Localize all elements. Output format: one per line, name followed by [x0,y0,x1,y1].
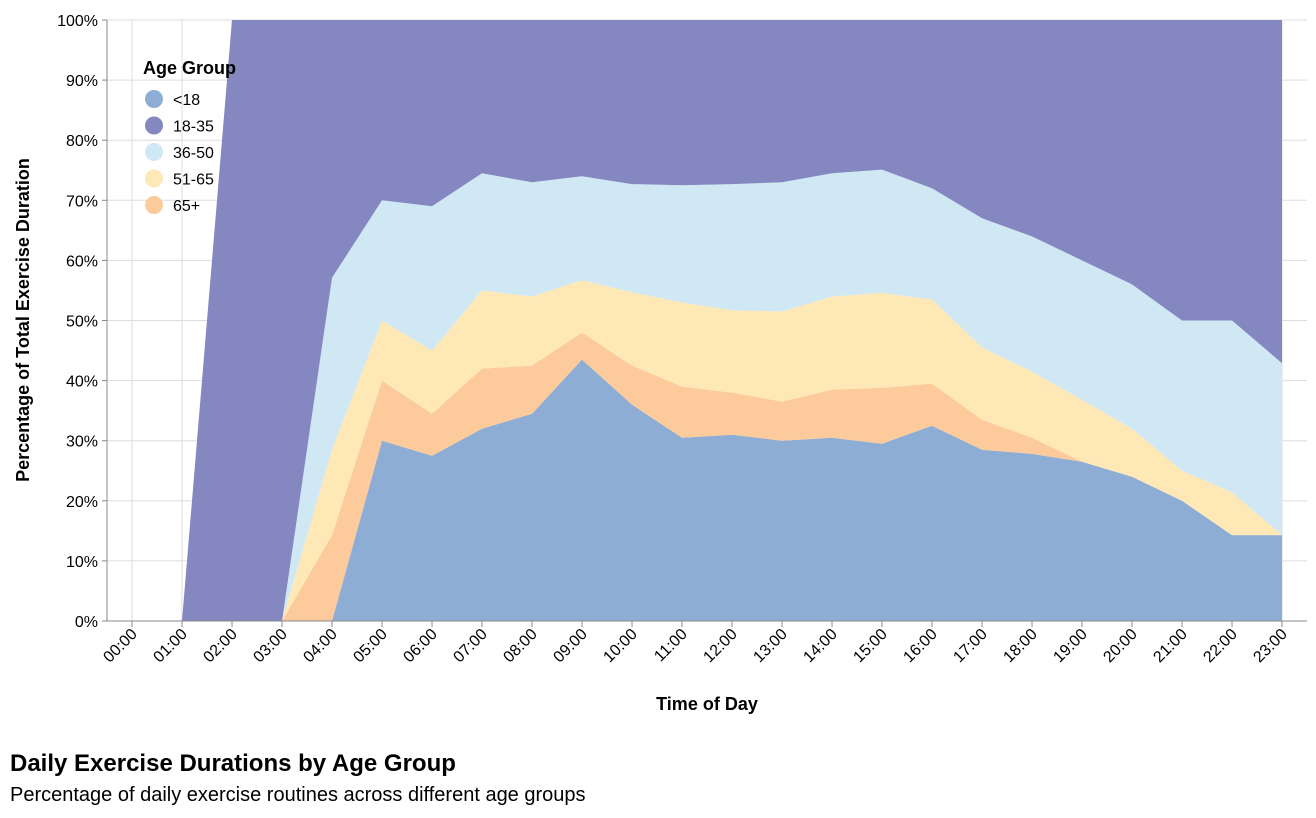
legend-swatch [145,169,163,188]
legend-label: 36-50 [173,145,214,162]
x-tick-label: 22:00 [1200,626,1240,666]
x-tick-label: 20:00 [1100,626,1140,666]
area-36-50 [132,169,1282,621]
y-tick-label: 100% [57,13,98,30]
x-tick-label: 09:00 [550,626,590,666]
legend-swatch [145,143,163,161]
stacked-areas [132,20,1282,621]
y-tick-label: 90% [66,73,98,90]
y-tick-label: 70% [66,193,98,210]
x-tick-label: 14:00 [800,626,840,666]
x-tick-label: 10:00 [600,626,640,666]
y-axis-title: Percentage of Total Exercise Duration [13,158,33,482]
x-tick-label: 16:00 [900,626,940,666]
x-tick-label: 07:00 [450,626,490,666]
y-tick-label: 30% [66,434,98,451]
legend-label: 51-65 [173,172,214,189]
x-tick-label: 08:00 [500,626,540,666]
x-tick-label: 05:00 [350,626,390,666]
legend-label: 65+ [173,198,200,215]
x-tick-label: 18:00 [1000,626,1040,666]
y-tick-label: 80% [66,133,98,150]
y-tick-label: 40% [66,374,98,391]
x-tick-label: 12:00 [700,626,740,666]
x-tick-label: 01:00 [150,626,190,666]
x-tick-label: 00:00 [100,626,140,666]
x-tick-label: 17:00 [950,626,990,666]
x-tick-label: 02:00 [200,626,240,666]
x-tick-label: 21:00 [1150,626,1190,666]
area-51-65 [132,280,1282,621]
legend-swatch [145,116,163,135]
legend-label: 18-35 [173,119,214,136]
chart-title: Daily Exercise Durations by Age Group [10,750,456,777]
legend-swatch [145,196,163,214]
legend-label: <18 [173,92,200,109]
legend-swatch [145,90,163,108]
area-18-35 [132,20,1282,621]
x-tick-label: 03:00 [250,626,290,666]
chart-subtitle: Percentage of daily exercise routines ac… [10,784,586,806]
x-tick-label: 11:00 [651,626,691,666]
x-axis-title: Time of Day [656,694,758,714]
area-chart: 0% 10% 20% 30% 40% 50% 60% 70% 80% 90% 100% 00:00 01… [13,13,1307,714]
x-tick-label: 13:00 [750,626,790,666]
x-tick-label: 15:00 [850,626,890,666]
area-65+ [132,332,1282,621]
y-tick-label: 50% [66,314,98,331]
legend-title: Age Group [143,58,236,78]
y-tick-label: 60% [66,253,98,270]
x-tick-label: 04:00 [300,626,340,666]
y-tick-label: 20% [66,494,98,511]
y-tick-label: 0% [75,614,98,631]
y-tick-label: 10% [66,554,98,571]
area-<18 [132,359,1282,621]
legend: Age Group <18 18-35 36-50 51-65 65+ [143,58,236,215]
x-tick-label: 19:00 [1050,626,1090,666]
x-tick-label: 23:00 [1250,626,1290,666]
x-tick-label: 06:00 [400,626,440,666]
